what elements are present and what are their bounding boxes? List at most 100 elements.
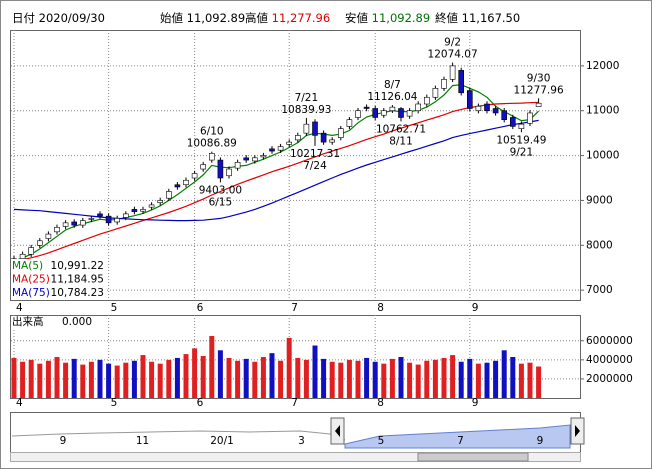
candle-body (449, 65, 456, 80)
candle-body (131, 209, 138, 212)
candle-body (19, 253, 26, 260)
x-tick-label: 7 (291, 302, 298, 314)
volume-bar (235, 360, 241, 398)
header-value: 11,092.89 (372, 11, 431, 25)
scrollbar[interactable] (10, 452, 581, 462)
annotation-value: 11126.04 (367, 91, 417, 103)
x-tick-label: 4 (16, 302, 23, 314)
annotation-date: 6/15 (209, 196, 233, 208)
candle-body (458, 70, 465, 94)
volume-bar (63, 362, 69, 398)
header-label: 終値 (435, 11, 458, 25)
navigator-selection[interactable] (344, 424, 571, 449)
candle-body (415, 103, 422, 112)
candle-body (509, 117, 516, 127)
candle-body (441, 79, 447, 89)
arrow (335, 425, 340, 437)
x-tick-label: 5 (111, 302, 118, 314)
annotation-date: 9/30 (527, 72, 551, 84)
x-tick-label: 8 (377, 397, 384, 409)
volume-bar (321, 358, 327, 398)
scroll-thumb[interactable] (417, 452, 529, 462)
x-tick-label: 6 (197, 397, 204, 409)
y-tick-label: 10000 (586, 150, 619, 162)
candle-body (389, 106, 396, 112)
annotation-date: 6/10 (200, 126, 224, 138)
candle-body (423, 96, 430, 105)
volume-bar (37, 363, 43, 398)
legend-value: 11,184.95 (51, 274, 104, 286)
volume-bar (192, 348, 198, 398)
volume-bar (97, 359, 103, 398)
header-value: 11,167.50 (462, 11, 521, 25)
volume-bar (484, 362, 490, 398)
header-field: 始値 11,092.89 (160, 11, 245, 25)
x-tick-label: 4 (16, 397, 23, 409)
candle-body (380, 110, 387, 116)
volume-bar (278, 360, 284, 398)
volume-bar (174, 357, 180, 398)
candle-body (88, 218, 95, 220)
y-tick-label: 11000 (586, 105, 619, 117)
volume-bar (355, 360, 361, 398)
annotation-value: 10086.89 (187, 138, 237, 150)
volume-bar (329, 361, 335, 398)
candle-body (355, 110, 361, 118)
header-field: 日付 2020/09/30 (12, 11, 105, 25)
candle-body (501, 110, 508, 121)
legend-entry: MA(5) 10,991.22 (12, 260, 104, 272)
y-tick-label: 9000 (586, 194, 613, 206)
volume-bar (441, 357, 447, 398)
candle-body (312, 121, 318, 136)
volume-bar (183, 354, 189, 398)
volume-bar (424, 360, 430, 398)
x-tick-label: 8 (377, 302, 384, 314)
header-value: 2020/09/30 (39, 11, 105, 25)
volume-bar (131, 360, 137, 398)
candle-body (303, 123, 310, 134)
y-tick-label: 8000 (586, 239, 613, 251)
annotation-value: 11277.96 (514, 84, 564, 96)
candle-body (157, 200, 163, 203)
header-label: 始値 (160, 11, 183, 25)
navigator-label: 20/1 (210, 435, 234, 447)
candle-body (372, 108, 379, 118)
candle-body (260, 155, 267, 158)
navigator-line (11, 430, 346, 441)
x-tick-label: 6 (197, 302, 204, 314)
x-tick-label: 7 (291, 397, 298, 409)
volume-bar (527, 362, 533, 398)
volume-bar (312, 345, 318, 398)
volume-bar (114, 365, 120, 398)
volume-bar (28, 359, 34, 398)
candle-body (398, 108, 404, 118)
annotation-value: 10839.93 (281, 104, 331, 116)
candle-body (363, 106, 370, 109)
volume-bar (303, 359, 309, 398)
candle-body (320, 132, 327, 143)
header-value: 11,277.96 (272, 11, 331, 25)
candle-body (114, 218, 120, 223)
volume-legend-box (11, 316, 96, 328)
candle-body (209, 153, 215, 161)
header-field: 高値 11,277.96 (245, 11, 330, 25)
candle-body (174, 184, 181, 188)
legend-entry: MA(75)10,784.23 (12, 287, 104, 299)
candle-body (28, 247, 35, 255)
candle-body (466, 90, 473, 109)
navigator-label: 7 (457, 435, 464, 447)
candle-body (80, 220, 86, 226)
price-pane (10, 30, 581, 301)
volume-title: 出来高 (12, 315, 44, 328)
candle-body (518, 123, 525, 129)
volume-bar (11, 357, 17, 398)
volume-bar (372, 361, 378, 398)
volume-bar (510, 356, 516, 398)
volume-bar (501, 350, 507, 398)
annotation-date: 8/7 (384, 79, 401, 91)
volume-bar (286, 337, 292, 398)
volume-bar (20, 361, 26, 398)
volume-bar (458, 361, 464, 398)
